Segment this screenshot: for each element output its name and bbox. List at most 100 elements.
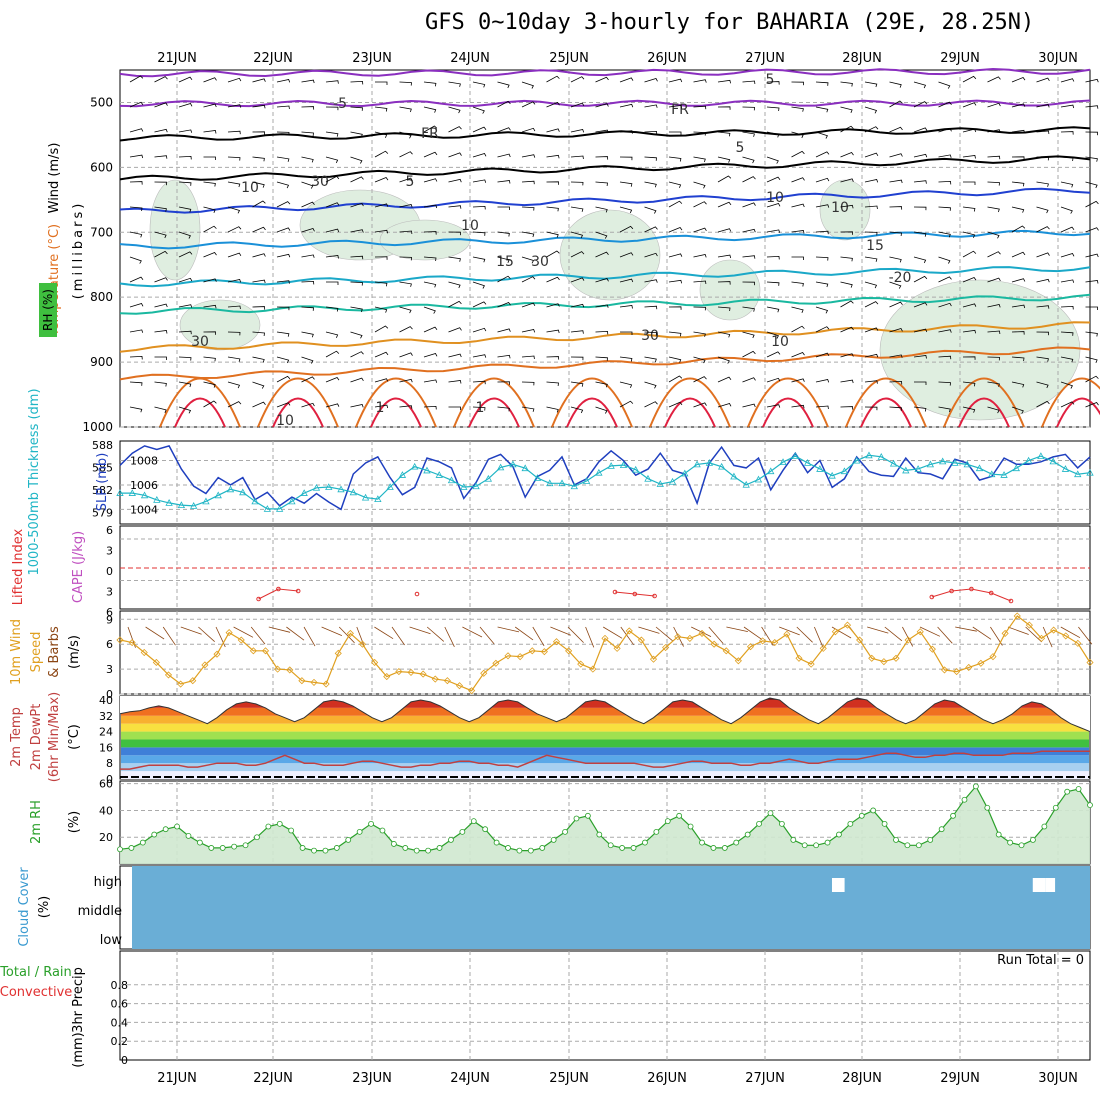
wind-barb <box>619 206 633 214</box>
wind-barb <box>864 353 879 358</box>
wind-barb <box>570 102 585 108</box>
wind-barb <box>154 102 168 108</box>
wind-barb <box>399 326 413 333</box>
wind-barb <box>423 281 437 288</box>
wind10-barb <box>867 626 889 634</box>
bottom-date-label: 25JUN <box>549 1071 589 1086</box>
lifted-index-point <box>949 588 954 594</box>
wind-barb <box>595 356 608 361</box>
precip-tick: 0.4 <box>111 1016 129 1029</box>
wind-barb <box>644 279 658 283</box>
wind10-point <box>1050 626 1058 634</box>
wind-barb <box>1011 206 1025 213</box>
thickness-point <box>828 471 836 479</box>
wind-barb <box>963 181 976 185</box>
wind10-point <box>589 665 597 673</box>
wind-barb <box>178 330 192 335</box>
wind10-barb <box>444 626 455 647</box>
wind10-barb <box>1042 626 1053 648</box>
wind-barb <box>325 106 339 111</box>
temp-tick: 40 <box>99 694 113 707</box>
wind-barb <box>546 406 559 413</box>
contour-label: 30 <box>641 328 659 344</box>
thickness-point <box>546 479 554 487</box>
wind-barb <box>350 306 363 313</box>
temperature-contour <box>468 397 520 428</box>
wind-barb <box>619 130 633 134</box>
wind-barb <box>987 181 1000 186</box>
thickness-point <box>140 491 149 499</box>
wind-barb <box>521 355 535 360</box>
thickness-point <box>374 495 382 502</box>
wind-barb <box>1036 252 1050 258</box>
wind-barb <box>693 280 707 285</box>
wind10-point <box>783 630 791 638</box>
thickness-point <box>975 464 984 472</box>
contour-label: 10 <box>831 200 849 216</box>
wind-barb <box>913 81 927 89</box>
rh-point <box>242 842 249 849</box>
temperature-contour <box>257 377 339 428</box>
wind-barb <box>546 381 559 387</box>
wind-barb <box>742 156 755 164</box>
wind-barb <box>742 331 755 339</box>
wind-barb <box>913 406 927 412</box>
lifted-index-point <box>632 591 638 597</box>
wind10-point <box>334 649 342 657</box>
wind-barb <box>325 331 339 338</box>
bottom-date-label: 27JUN <box>745 1071 785 1086</box>
wind-barb <box>521 81 534 89</box>
wind-barb <box>1060 131 1074 135</box>
wind-barb <box>938 355 952 360</box>
precip-unit: (mm) <box>71 1032 86 1067</box>
wind-barb <box>1011 129 1025 134</box>
thickness-point <box>275 505 284 512</box>
wind-barb <box>521 302 536 308</box>
rh-point <box>436 845 443 851</box>
wind-barb <box>546 250 560 258</box>
wind-barb <box>815 256 829 261</box>
wind-barb <box>913 153 928 158</box>
wind-barb <box>1060 253 1075 258</box>
temperature-contour <box>119 126 1091 142</box>
contour-label: 10 <box>461 218 479 234</box>
wind-barb <box>497 406 510 412</box>
wind-barb <box>178 181 192 186</box>
contour-label: 10 <box>276 413 294 429</box>
wind-barb <box>864 106 878 114</box>
wind-barb <box>889 256 902 263</box>
wind-barb <box>1036 305 1050 309</box>
wind-barb <box>178 129 193 133</box>
cloud-cover-area <box>132 866 1090 949</box>
wind-barb <box>546 75 560 83</box>
wind-barb <box>766 131 780 138</box>
wind-barb <box>717 403 732 408</box>
wind10-point <box>249 647 257 655</box>
rh-point <box>961 796 968 803</box>
wind-barb <box>399 256 412 261</box>
wind-barb <box>840 353 854 358</box>
wind10-barb <box>919 626 941 637</box>
wind-barb <box>840 125 854 133</box>
thickness-point <box>926 460 935 468</box>
wind-barb <box>203 252 217 258</box>
wind10-tick: 0 <box>106 688 113 701</box>
wind-barb <box>595 330 609 335</box>
wind-barb <box>791 256 804 260</box>
pressure-tick: 1000 <box>82 420 113 434</box>
wind-barb <box>399 405 413 409</box>
thickness-tick: 588 <box>92 439 113 452</box>
wind10-point <box>904 636 912 644</box>
wind10-tick: 9 <box>106 613 113 626</box>
wind-barb <box>423 204 438 209</box>
wind-barb <box>570 330 584 334</box>
thickness-point <box>300 489 308 496</box>
wind-barb <box>717 306 731 312</box>
wind-barb <box>987 231 1000 239</box>
wind-barb <box>276 201 291 208</box>
thickness-point <box>988 470 996 478</box>
wind-barb <box>1036 206 1049 214</box>
wind10-tick: 6 <box>106 638 113 651</box>
wind-barb <box>766 176 781 183</box>
wind-barb <box>203 130 217 134</box>
